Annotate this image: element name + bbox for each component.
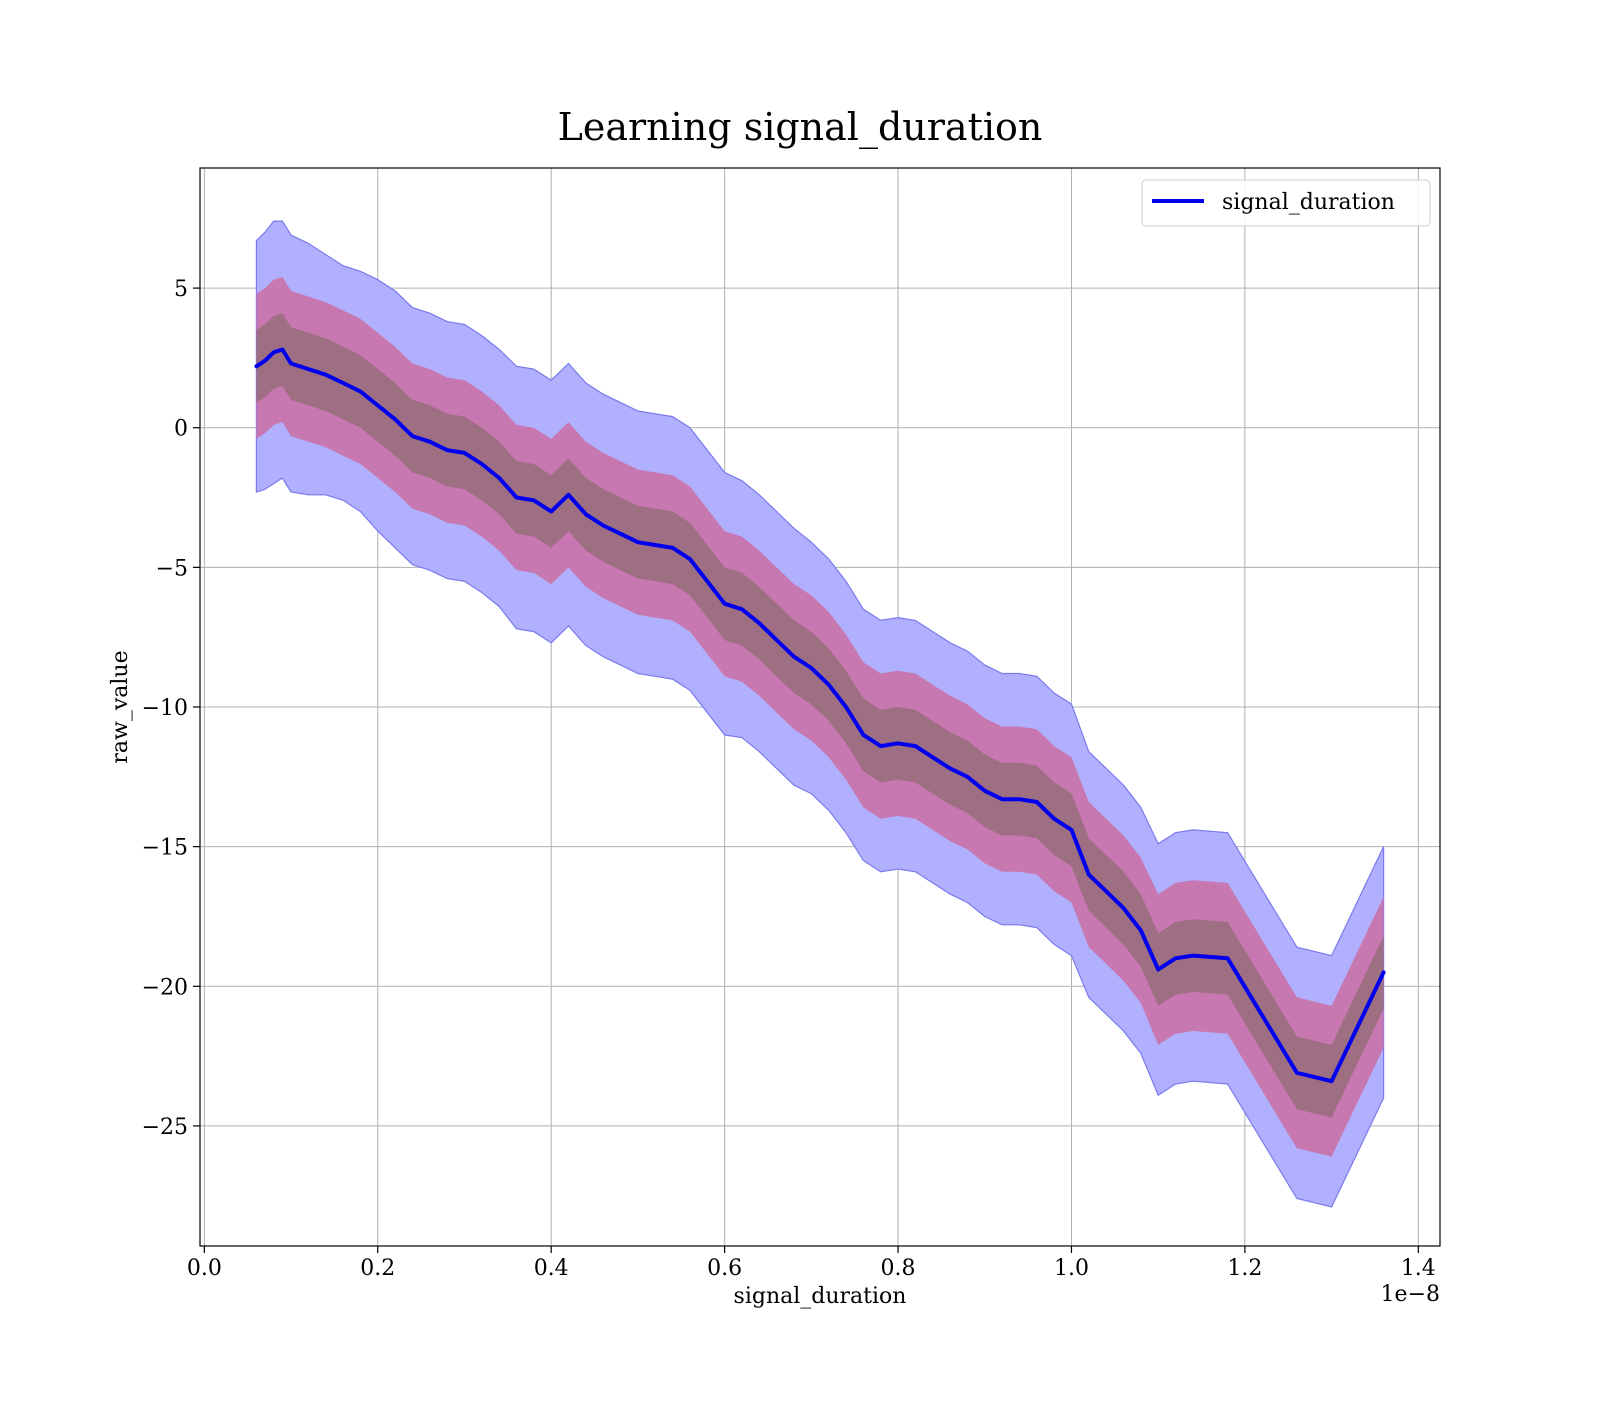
x-tick-label: 0.2 bbox=[360, 1256, 395, 1281]
x-tick-label: 0.4 bbox=[534, 1256, 569, 1281]
y-axis-label: raw_value bbox=[108, 650, 133, 763]
x-tick-label: 0.0 bbox=[187, 1256, 222, 1281]
confidence-bands bbox=[255, 220, 1385, 1208]
y-tick-label: −20 bbox=[142, 975, 188, 1000]
x-tick-label: 1.2 bbox=[1227, 1256, 1262, 1281]
inner-std-band bbox=[256, 313, 1384, 1118]
legend-box bbox=[1141, 179, 1431, 227]
x-tick-label: 0.6 bbox=[707, 1256, 742, 1281]
axis-ticks: 0.0 0.2 0.4 0.6 0.8 1.0 1.2 1.4 5 0 −5 −10 −15 −20 −25 bbox=[142, 277, 1436, 1281]
legend-label: signal_duration bbox=[1222, 190, 1395, 215]
x-tick-label: 0.8 bbox=[881, 1256, 916, 1281]
series-line-signal-duration bbox=[254, 347, 1386, 1084]
y-tick-label: −5 bbox=[156, 556, 188, 581]
legend: signal_duration bbox=[1141, 179, 1431, 227]
series-lines bbox=[254, 347, 1386, 1084]
y-tick-label: −15 bbox=[142, 836, 188, 861]
x-axis-offset-label: 1e−8 bbox=[1381, 1282, 1440, 1307]
x-tick-label: 1.4 bbox=[1401, 1256, 1436, 1281]
y-tick-label: −25 bbox=[142, 1115, 188, 1140]
y-tick-label: −10 bbox=[142, 696, 188, 721]
x-tick-label: 1.0 bbox=[1054, 1256, 1089, 1281]
y-tick-label: 5 bbox=[174, 277, 188, 302]
chart-title: Learning signal_duration bbox=[558, 105, 1043, 150]
x-axis-label: signal_duration bbox=[734, 1284, 907, 1309]
y-tick-label: 0 bbox=[174, 417, 188, 442]
